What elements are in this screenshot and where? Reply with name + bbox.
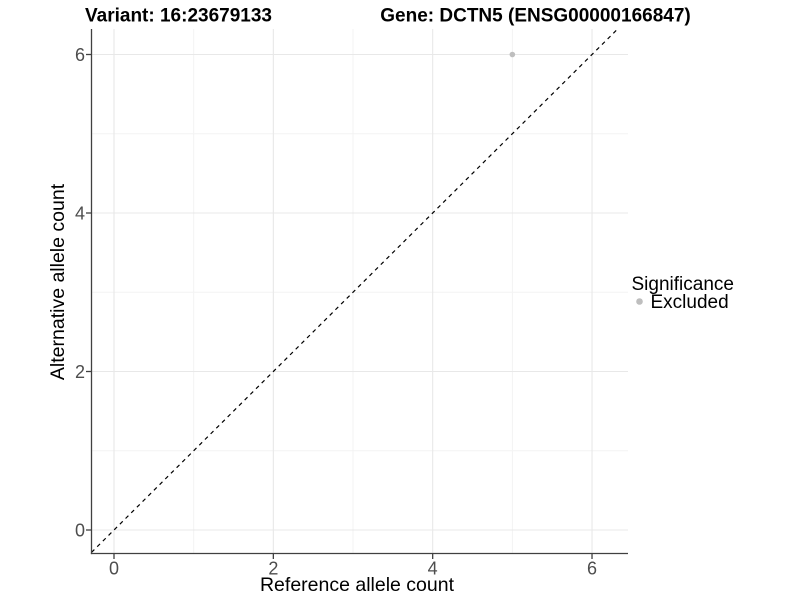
x-tick-label: 0 [109,559,119,579]
data-points-layer [509,51,516,58]
y-tick-label: 0 [75,521,85,541]
y-tick-label: 4 [75,204,85,224]
legend-label-excluded: Excluded [651,292,729,313]
plot-title-gene: Gene: DCTN5 (ENSG00000166847) [380,6,690,27]
plot-title-variant: Variant: 16:23679133 [85,6,272,27]
gridlines-major [91,29,628,554]
axis-lines-layer [90,29,628,555]
y-tick-label: 6 [75,45,85,65]
legend-point-icon [636,298,643,305]
gridlines-minor [91,29,628,554]
legend: Significance Excluded [632,274,734,313]
plot-panel [91,29,628,554]
x-axis-title: Reference allele count [260,574,455,596]
data-point [509,51,516,58]
y-tick-label: 2 [75,362,85,382]
legend-title: Significance [632,274,734,295]
y-axis-title: Alternative allele count [47,183,69,380]
identity-line [91,28,619,553]
x-tick-label: 6 [587,559,597,579]
axis-ticks-layer [86,53,593,559]
x-tick-label: 4 [428,559,438,579]
tick-labels-layer: 0 2 4 6 0 2 4 6 [75,45,597,579]
identity-line-layer [91,28,619,553]
x-tick-label: 2 [268,559,278,579]
